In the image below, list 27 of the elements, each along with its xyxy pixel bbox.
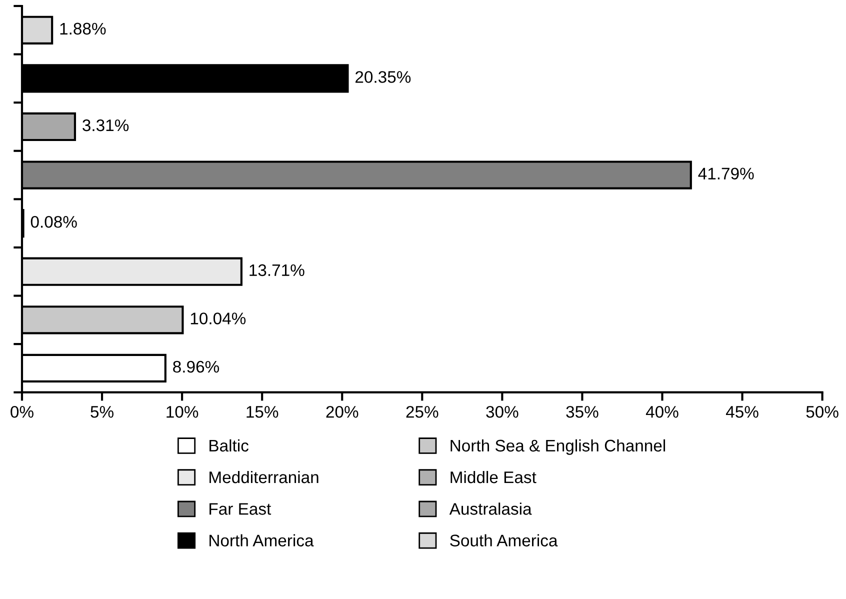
x-tick-label: 20% xyxy=(326,406,358,418)
x-tick-label: 15% xyxy=(246,406,278,418)
text: 1.88% xyxy=(60,22,106,35)
x-tick-label: 10% xyxy=(166,406,198,418)
text: 41.79% xyxy=(698,168,754,180)
x-tick-label: 45% xyxy=(726,406,758,418)
legend-label: Middle East xyxy=(450,470,536,484)
text: 0.08% xyxy=(30,216,77,228)
x-tick-label: 0% xyxy=(10,406,34,418)
legend-label: North Sea & English Channel xyxy=(450,439,666,455)
x-tick-label: 25% xyxy=(406,406,438,418)
legend-label: Medditerranian xyxy=(210,470,318,484)
legend-label: Far East xyxy=(210,503,272,515)
legend-label: Baltic xyxy=(210,439,248,452)
x-tick-label: 30% xyxy=(486,406,518,418)
legend-label: South America xyxy=(450,534,558,546)
x-tick-label: 5% xyxy=(90,406,114,418)
legend-label: North America xyxy=(210,534,314,546)
x-tick-label: 50% xyxy=(806,406,838,418)
text: 10.04% xyxy=(190,312,246,324)
legend-label: Australasia xyxy=(449,502,532,515)
text: 3.31% xyxy=(82,119,129,132)
x-tick-label: 35% xyxy=(566,406,598,418)
text: 8.96% xyxy=(173,360,220,373)
text: 13.71% xyxy=(250,264,304,276)
x-tick-label: 40% xyxy=(646,406,678,418)
text: 20.35% xyxy=(356,71,411,83)
